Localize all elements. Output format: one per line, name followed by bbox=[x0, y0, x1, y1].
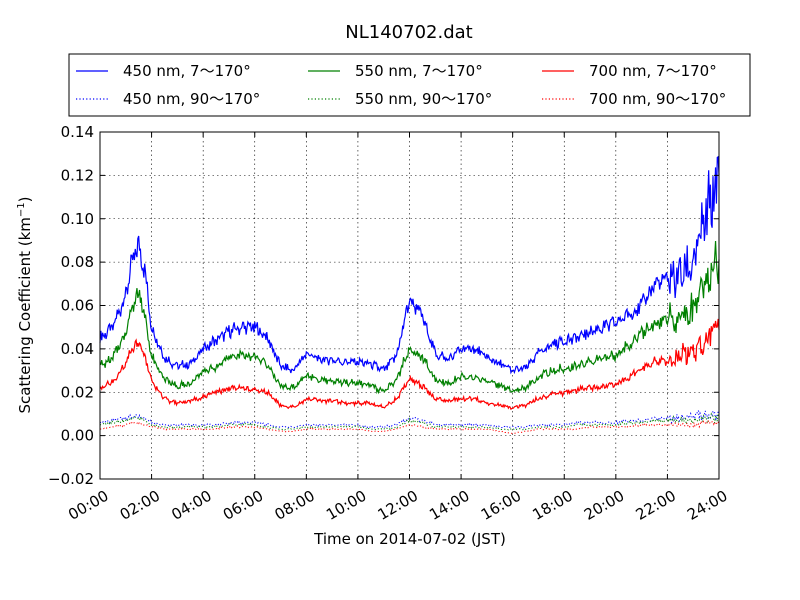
series-lines bbox=[99, 155, 720, 435]
y-tick-label: 0.08 bbox=[61, 253, 94, 271]
legend-entries: 450 nm, 7～170° 550 nm, 7～170° 700 nm, 7～17… bbox=[76, 62, 726, 108]
y-tick-label: 0.06 bbox=[61, 297, 94, 315]
legend-frame bbox=[68, 53, 751, 117]
legend-label: 550 nm, 90～170° bbox=[355, 90, 492, 108]
legend-label: 700 nm, 7～170° bbox=[589, 62, 717, 80]
y-axis-label-main: Scattering Coefficient (km bbox=[16, 217, 34, 413]
y-tick-label: 0.14 bbox=[61, 123, 94, 141]
y-axis-label: Scattering Coefficient (km−1) bbox=[16, 196, 34, 413]
series-line bbox=[99, 240, 720, 395]
axis-ticks bbox=[99, 131, 720, 480]
legend-label: 700 nm, 90～170° bbox=[589, 90, 726, 108]
x-axis-label: Time on 2014-07-02 (JST) bbox=[313, 530, 506, 548]
y-tick-label: 0.02 bbox=[61, 383, 94, 401]
legend: 450 nm, 7～170° 550 nm, 7～170° 700 nm, 7～17… bbox=[68, 53, 751, 117]
y-tick-label: 0.04 bbox=[61, 340, 94, 358]
series-line bbox=[99, 318, 720, 411]
series-line bbox=[99, 412, 720, 431]
legend-label: 450 nm, 90～170° bbox=[123, 90, 260, 108]
y-tick-label: 0.12 bbox=[61, 166, 94, 184]
y-tick-labels: −0.02 0.00 0.02 0.04 0.06 0.08 0.10 0.12 0.14 bbox=[48, 123, 94, 488]
series-line bbox=[99, 155, 720, 375]
gridlines bbox=[100, 132, 719, 479]
y-tick-label: −0.02 bbox=[48, 470, 94, 488]
y-axis-label-tail: ) bbox=[16, 196, 34, 202]
y-axis-label-sup: −1 bbox=[16, 202, 27, 217]
y-tick-label: 0.10 bbox=[61, 210, 94, 228]
y-tick-label: 0.00 bbox=[61, 427, 94, 445]
legend-label: 550 nm, 7～170° bbox=[355, 62, 483, 80]
legend-label: 450 nm, 7～170° bbox=[123, 62, 251, 80]
series-line bbox=[99, 419, 720, 435]
chart-title: NL140702.dat bbox=[345, 22, 472, 43]
